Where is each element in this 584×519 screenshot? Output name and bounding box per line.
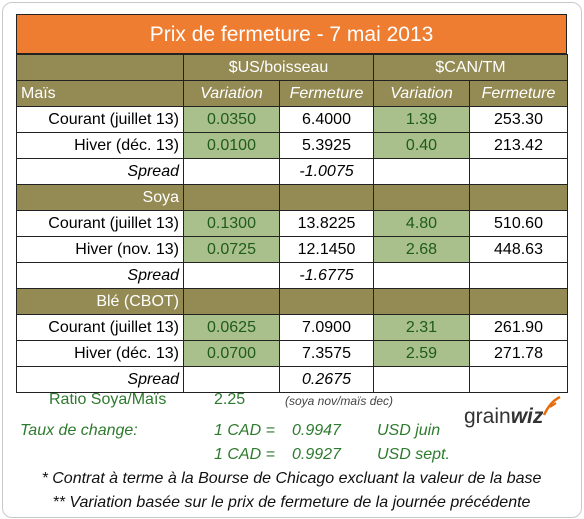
exchange-cad-1: 1 CAD = bbox=[214, 422, 275, 439]
report-title: Prix de fermeture - 7 mai 2013 bbox=[16, 14, 567, 54]
col-can-fermeture: Fermeture bbox=[468, 80, 569, 107]
section-title-ble: Blé (CBOT) bbox=[16, 288, 184, 315]
table-row: Courant (juillet 13) 0.0350 6.4000 1.39 … bbox=[16, 106, 569, 133]
price-table: $US/boisseau $CAN/TM Maïs Variation Ferm… bbox=[16, 54, 569, 393]
table-row: Hiver (déc. 13) 0.0100 5.3925 0.40 213.4… bbox=[16, 132, 569, 159]
ratio-note: (soya nov/maïs dec) bbox=[285, 394, 394, 408]
logo-leaf-icon bbox=[542, 395, 561, 416]
spread-value: 0.2675 bbox=[279, 366, 374, 393]
us-close-cell: 6.4000 bbox=[279, 106, 374, 133]
can-variation-cell: 2.68 bbox=[373, 236, 470, 263]
footnote-1: * Contrat à terme à la Bourse de Chicago… bbox=[41, 470, 542, 487]
table-row: Hiver (nov. 13) 0.0725 12.1450 2.68 448.… bbox=[16, 236, 569, 263]
can-variation-cell: 4.80 bbox=[373, 210, 470, 237]
section-title-mais: Maïs bbox=[16, 80, 184, 107]
spread-label: Spread bbox=[16, 158, 184, 185]
spread-row: Spread -1.6775 bbox=[16, 262, 569, 289]
can-close-cell: 271.78 bbox=[468, 340, 569, 367]
us-close-cell: 12.1450 bbox=[279, 236, 374, 263]
can-close-cell: 253.30 bbox=[468, 106, 569, 133]
row-label: Courant (juillet 13) bbox=[16, 210, 184, 237]
section-row-soya: Soya bbox=[16, 184, 569, 211]
ratio-label: Ratio Soya/Maïs bbox=[49, 391, 167, 408]
header-empty bbox=[16, 54, 184, 81]
can-variation-cell: 2.59 bbox=[373, 340, 470, 367]
spread-value: -1.6775 bbox=[279, 262, 374, 289]
row-label: Hiver (déc. 13) bbox=[16, 132, 184, 159]
table-row: Hiver (déc. 13) 0.0700 7.3575 2.59 271.7… bbox=[16, 340, 569, 367]
spread-row: Spread 0.2675 bbox=[16, 366, 569, 393]
us-variation-cell: 0.0100 bbox=[183, 132, 280, 159]
exchange-label: Taux de change: bbox=[20, 422, 138, 439]
section-row-ble: Blé (CBOT) bbox=[16, 288, 569, 315]
logo-text-wiz: wiz bbox=[510, 405, 544, 428]
row-label: Hiver (déc. 13) bbox=[16, 340, 184, 367]
can-variation-cell: 0.40 bbox=[373, 132, 470, 159]
spread-row: Spread -1.0075 bbox=[16, 158, 569, 185]
us-variation-cell: 0.0350 bbox=[183, 106, 280, 133]
logo-text-grain: grain bbox=[464, 405, 511, 428]
row-label: Courant (juillet 13) bbox=[16, 106, 184, 133]
row-label: Hiver (nov. 13) bbox=[16, 236, 184, 263]
can-close-cell: 213.42 bbox=[468, 132, 569, 159]
exchange-cad-2: 1 CAD = bbox=[214, 446, 275, 463]
can-variation-cell: 1.39 bbox=[373, 106, 470, 133]
us-close-cell: 7.3575 bbox=[279, 340, 374, 367]
exchange-usd-1: USD juin bbox=[377, 422, 441, 439]
col-can-variation: Variation bbox=[373, 80, 470, 107]
us-close-cell: 13.8225 bbox=[279, 210, 374, 237]
spread-label: Spread bbox=[16, 366, 184, 393]
can-close-cell: 510.60 bbox=[468, 210, 569, 237]
us-close-cell: 5.3925 bbox=[279, 132, 374, 159]
exchange-value-1: 0.9947 bbox=[292, 422, 341, 439]
us-close-cell: 7.0900 bbox=[279, 314, 374, 341]
can-variation-cell: 2.31 bbox=[373, 314, 470, 341]
spread-label: Spread bbox=[16, 262, 184, 289]
us-variation-cell: 0.1300 bbox=[183, 210, 280, 237]
row-label: Courant (juillet 13) bbox=[16, 314, 184, 341]
exchange-usd-2: USD sept. bbox=[377, 446, 450, 463]
table-row: Courant (juillet 13) 0.1300 13.8225 4.80… bbox=[16, 210, 569, 237]
can-close-cell: 448.63 bbox=[468, 236, 569, 263]
exchange-value-2: 0.9927 bbox=[292, 446, 341, 463]
grainwiz-logo: grainwiz bbox=[464, 395, 561, 429]
header-row-columns: Maïs Variation Fermeture Variation Ferme… bbox=[16, 80, 569, 107]
table-row: Courant (juillet 13) 0.0625 7.0900 2.31 … bbox=[16, 314, 569, 341]
footnote-2: ** Variation basée sur le prix de fermet… bbox=[52, 494, 531, 511]
us-variation-cell: 0.0625 bbox=[183, 314, 280, 341]
col-us-variation: Variation bbox=[183, 80, 280, 107]
col-us-fermeture: Fermeture bbox=[279, 80, 374, 107]
ratio-value: 2.25 bbox=[214, 391, 246, 408]
section-title-soya: Soya bbox=[16, 184, 184, 211]
us-variation-cell: 0.0725 bbox=[183, 236, 280, 263]
header-us-group: $US/boisseau bbox=[183, 54, 374, 81]
header-row-groups: $US/boisseau $CAN/TM bbox=[16, 54, 569, 81]
can-close-cell: 261.90 bbox=[468, 314, 569, 341]
us-variation-cell: 0.0700 bbox=[183, 340, 280, 367]
spread-value: -1.0075 bbox=[279, 158, 374, 185]
header-can-group: $CAN/TM bbox=[372, 54, 569, 81]
